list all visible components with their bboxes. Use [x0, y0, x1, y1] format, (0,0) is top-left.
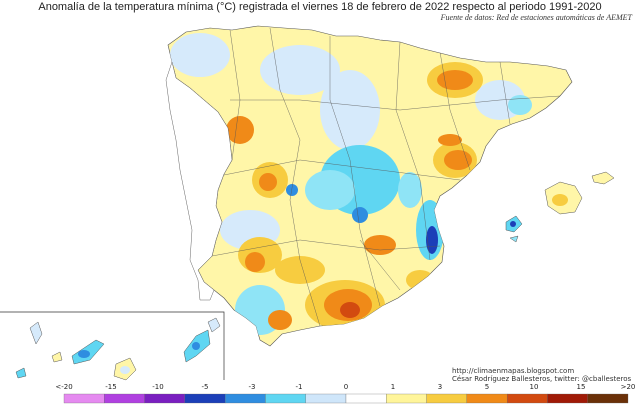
legend-swatch — [224, 393, 266, 404]
legend-tick-label: -5 — [201, 383, 209, 391]
legend-swatch — [265, 393, 306, 404]
legend-swatch — [466, 393, 508, 404]
el-hierro — [15, 367, 27, 379]
legend-swatch — [587, 393, 629, 404]
legend-swatch — [104, 393, 145, 404]
legend-tick-label: <-20 — [55, 383, 73, 391]
data-source: Fuente de datos: Red de estaciones autom… — [440, 13, 632, 22]
legend-tick-label: 5 — [484, 383, 490, 391]
province-borders — [211, 27, 561, 327]
legend-tick-label: -10 — [152, 383, 164, 391]
legend-tick-label: 15 — [576, 383, 586, 391]
legend-swatch — [184, 393, 226, 404]
legend-swatch — [547, 393, 588, 404]
inset-border — [0, 311, 225, 380]
legend-tick-label: 10 — [529, 383, 539, 391]
formentera — [509, 235, 519, 243]
legend-swatch — [144, 393, 186, 404]
legend-tick-label: -1 — [295, 383, 303, 391]
menorca — [591, 171, 615, 185]
legend-tick-label: 3 — [437, 383, 443, 391]
la-palma — [29, 321, 43, 345]
canary-islands-inset — [0, 311, 225, 381]
legend-tick-label: 0 — [343, 383, 349, 391]
legend-swatch — [426, 393, 468, 404]
map-title: Anomalía de la temperatura mínima (°C) r… — [38, 1, 602, 13]
lanzarote — [207, 317, 221, 333]
legend-swatch — [386, 393, 427, 404]
balearic-islands — [505, 171, 615, 243]
portugal-outline — [165, 61, 233, 301]
legend-tick-label: >20 — [620, 383, 636, 391]
la-gomera — [51, 351, 63, 363]
legend-tick-label: -15 — [105, 383, 117, 391]
author-credit: César Rodríguez Ballesteros, twitter: @c… — [452, 375, 632, 383]
legend-swatch — [305, 393, 347, 404]
legend-tick-label: 1 — [390, 383, 396, 391]
legend-swatch — [345, 393, 387, 404]
legend-swatch — [63, 393, 105, 404]
legend-swatch — [506, 393, 548, 404]
legend-tick-label: -3 — [248, 383, 256, 391]
color-legend — [63, 393, 629, 404]
peninsula-map — [167, 25, 573, 347]
blog-url: http://climaenmapas.blogspot.com — [452, 367, 575, 375]
